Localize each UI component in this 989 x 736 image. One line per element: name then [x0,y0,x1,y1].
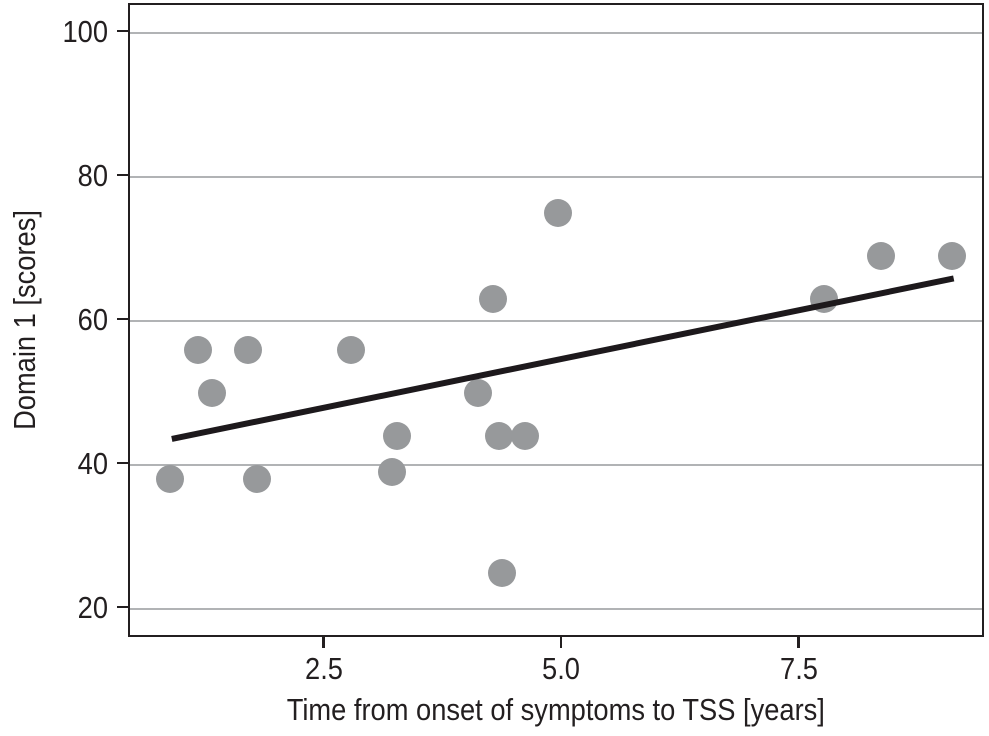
y-tick-label-80: 80 [77,157,108,193]
plot-area [128,3,984,637]
y-tick-mark-40 [117,461,128,465]
trend-line [171,275,955,442]
y-tick-mark-60 [117,317,128,321]
data-point [382,422,411,451]
data-point [233,335,262,364]
data-point [243,465,272,494]
trend-line-layer [171,275,955,442]
data-point [184,335,213,364]
data-point [378,458,407,487]
gridline-y-60 [130,319,982,322]
x-tick-label-5.0: 5.0 [542,651,581,686]
data-point [866,242,895,271]
data-point [484,422,513,451]
y-tick-mark-100 [117,29,128,33]
data-point [337,335,366,364]
data-point [463,378,492,407]
y-tick-label-100: 100 [62,14,108,50]
x-tick-label-7.5: 7.5 [779,651,818,686]
x-tick-mark-7.5 [797,637,800,648]
x-axis-title-text: Time from onset of symptoms to TSS [year… [286,692,826,727]
data-point [488,558,517,587]
x-tick-mark-2.5 [322,637,325,648]
y-tick-label-20: 20 [77,589,108,625]
gridline-y-100 [130,32,982,35]
data-point [937,242,966,271]
gridline-y-20 [130,607,982,610]
x-tick-label-2.5: 2.5 [304,651,343,686]
gridline-y-40 [130,463,982,466]
data-point [511,422,540,451]
data-point [543,198,572,227]
gridline-y-80 [130,175,982,178]
y-tick-label-60: 60 [77,301,108,337]
x-tick-mark-5 [559,637,563,648]
y-tick-mark-20 [117,605,128,609]
data-point [197,378,226,407]
data-point [155,465,184,494]
y-tick-mark-80 [117,173,128,177]
y-tick-label-40: 40 [77,445,108,481]
data-point [478,285,507,314]
